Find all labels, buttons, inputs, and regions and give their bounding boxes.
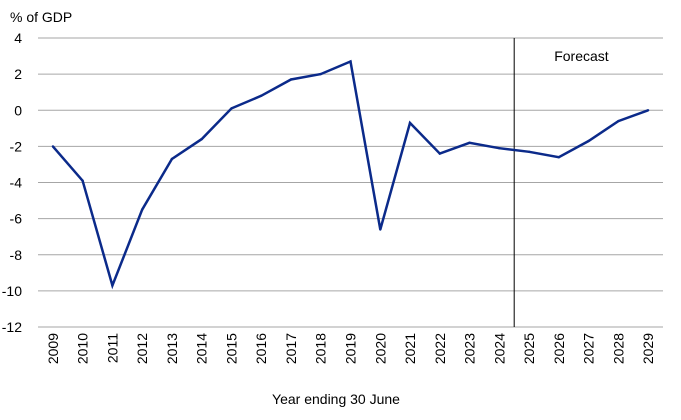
y-tick-label: -10 <box>2 283 22 299</box>
data-point <box>141 208 144 211</box>
x-tick-label: 2021 <box>402 333 418 364</box>
x-tick-label: 2016 <box>253 333 269 364</box>
x-tick-label: 2028 <box>610 333 626 364</box>
x-tick-label: 2029 <box>640 333 656 364</box>
x-tick-label: 2026 <box>551 333 567 364</box>
y-tick-label: 4 <box>14 30 22 46</box>
x-tick-label: 2020 <box>372 333 388 364</box>
data-point <box>349 60 352 63</box>
data-point <box>527 150 531 153</box>
data-point <box>289 78 293 81</box>
x-tick-label: 2010 <box>75 333 91 364</box>
x-tick-label: 2011 <box>104 333 120 363</box>
data-point <box>438 152 441 155</box>
data-point <box>587 139 590 143</box>
data-point <box>81 179 84 182</box>
data-point <box>170 157 174 161</box>
data-point <box>319 72 322 76</box>
data-point <box>200 137 203 141</box>
x-tick-label: 2018 <box>313 333 329 364</box>
data-point <box>498 147 501 150</box>
y-tick-label: -6 <box>10 211 23 227</box>
series-group <box>51 59 650 290</box>
y-tick-label: 2 <box>14 66 22 82</box>
x-tick-label: 2019 <box>343 333 359 364</box>
x-tick-label: 2013 <box>164 333 180 364</box>
data-point <box>468 141 471 144</box>
x-tick-labels: 2009 2010 2011 2012 2013 2014 2015 2016 2017 2018… <box>45 333 656 364</box>
x-tick-label: 2025 <box>521 333 537 364</box>
y-tick-label: -8 <box>10 247 23 263</box>
y-tick-label: -12 <box>2 319 22 335</box>
data-point <box>51 145 55 148</box>
x-tick-label: 2014 <box>194 333 210 364</box>
y-tick-label: -2 <box>10 138 23 154</box>
x-tick-label: 2027 <box>581 333 597 364</box>
y-tick-label: -4 <box>10 175 23 191</box>
x-tick-label: 2024 <box>491 333 507 364</box>
y-tick-labels: 4 2 0 -2 -4 -6 -8 -10 -12 <box>2 30 22 335</box>
x-axis-label: Year ending 30 June <box>272 391 400 407</box>
data-point <box>408 121 412 125</box>
data-point <box>111 284 114 287</box>
data-point <box>557 156 560 159</box>
data-point <box>260 94 263 98</box>
data-point <box>379 228 382 231</box>
x-tick-label: 2015 <box>223 333 239 364</box>
y-tick-label: 0 <box>14 102 22 118</box>
data-point <box>230 107 233 110</box>
y-axis-label: % of GDP <box>10 9 72 25</box>
gridlines <box>38 37 663 328</box>
data-point <box>617 119 620 123</box>
x-tick-label: 2023 <box>462 333 478 364</box>
forecast-label: Forecast <box>554 48 609 64</box>
series-line-0 <box>51 59 649 290</box>
x-tick-label: 2009 <box>45 333 61 364</box>
x-tick-label: 2022 <box>432 333 448 364</box>
x-tick-label: 2017 <box>283 333 299 364</box>
data-point <box>646 109 650 112</box>
x-tick-label: 2012 <box>134 333 150 364</box>
